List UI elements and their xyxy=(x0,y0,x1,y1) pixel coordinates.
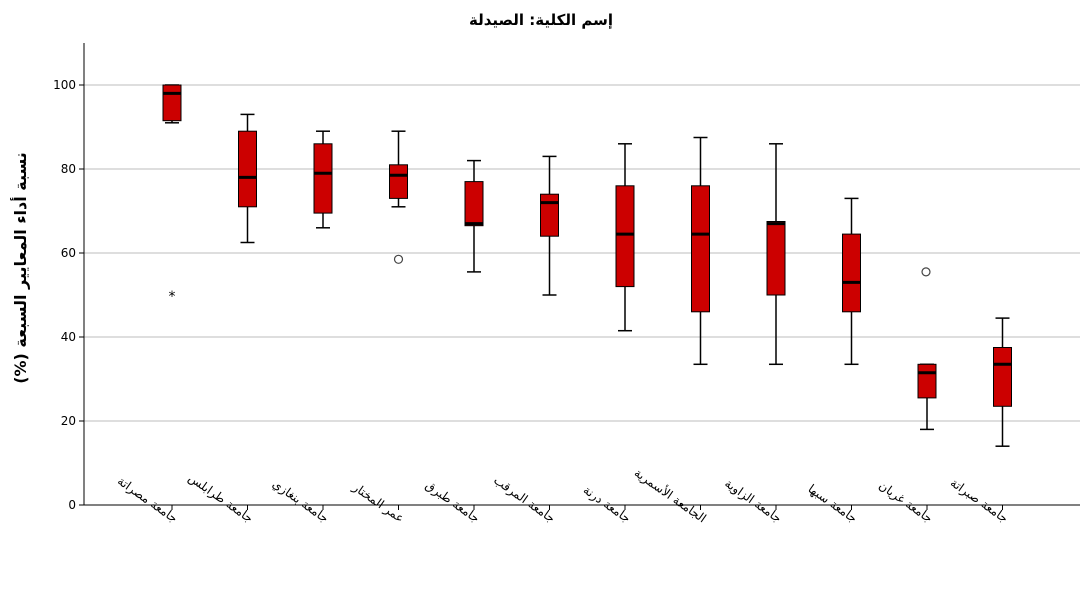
category-label: جامعة طبرق xyxy=(422,478,482,526)
axes: 0 20 40 60 80 100 xyxy=(53,43,1080,512)
category-label: الجامعة الأسمرية xyxy=(631,465,709,527)
box-iqr xyxy=(540,193,559,237)
box-group xyxy=(540,155,559,296)
y-tick-label: 100 xyxy=(53,78,76,92)
box-iqr xyxy=(917,363,937,399)
y-tick-label: 0 xyxy=(68,498,76,512)
box-iqr xyxy=(842,233,861,313)
y-tick-label: 80 xyxy=(61,162,76,176)
box-iqr xyxy=(615,185,635,288)
box-group xyxy=(993,317,1012,447)
chart-title: إسم الكلية: الصيدلة xyxy=(469,11,613,29)
category-label: جامعة طرابلس xyxy=(185,471,256,527)
category-label: جامعة المرقب xyxy=(491,473,558,526)
box-iqr xyxy=(464,181,484,227)
box-iqr xyxy=(691,185,710,313)
category-label: جامعة مصراتة xyxy=(114,474,180,527)
box-iqr xyxy=(162,84,182,122)
category-label: جامعة غريان xyxy=(876,478,936,526)
box-group xyxy=(615,143,635,332)
box-iqr xyxy=(766,221,786,296)
box-iqr xyxy=(238,130,257,208)
outlier-point xyxy=(921,267,931,277)
y-tick-label: 20 xyxy=(61,414,76,428)
box-group xyxy=(766,143,786,366)
box-group xyxy=(691,136,710,366)
box-group xyxy=(389,130,408,264)
box-series: * xyxy=(162,84,1012,447)
box-group xyxy=(313,130,333,229)
category-label: عمر المختار xyxy=(349,479,407,526)
box-iqr xyxy=(993,347,1012,407)
y-tick-label: 40 xyxy=(61,330,76,344)
category-labels: جامعة مصراتة جامعة طرابلس جامعة بنغازي عمر … xyxy=(114,465,1011,527)
box-group xyxy=(917,267,937,431)
box-group xyxy=(238,113,257,244)
outlier-point xyxy=(393,254,404,264)
category-label: جامعة سبها xyxy=(806,482,860,526)
y-tick-label: 60 xyxy=(61,246,76,260)
category-label: جامعة الزاوية xyxy=(722,476,785,526)
box-group xyxy=(464,159,484,273)
box-group xyxy=(842,197,861,366)
category-label: جامعة صبراتة xyxy=(947,476,1011,527)
extreme-point: * xyxy=(169,289,176,305)
box-iqr xyxy=(313,143,333,214)
category-label: جامعة بنغازي xyxy=(269,477,331,527)
box-iqr xyxy=(389,164,408,199)
y-axis-label: نسبة أداء المعايير السبعة (%) xyxy=(10,152,30,384)
box-group: * xyxy=(162,84,182,305)
